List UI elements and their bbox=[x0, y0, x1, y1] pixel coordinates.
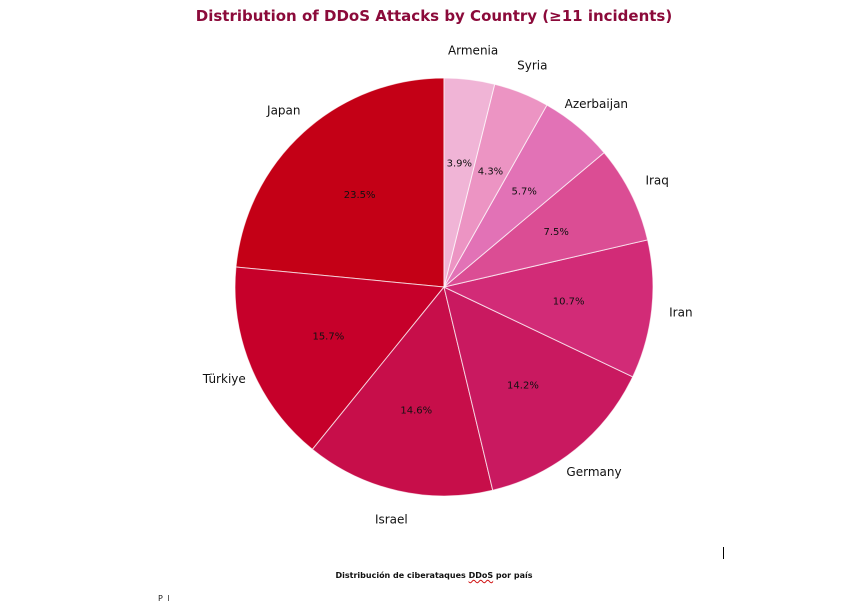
pct-label-japan: 23.5% bbox=[344, 190, 376, 201]
category-label-azerbaijan: Azerbaijan bbox=[565, 97, 628, 111]
figure-caption: Distribución de ciberataques DDoS por pa… bbox=[0, 571, 868, 580]
category-label-germany: Germany bbox=[566, 465, 621, 479]
pct-label-azerbaijan: 5.7% bbox=[511, 187, 536, 198]
pie-slice-japan bbox=[235, 77, 445, 288]
pct-label-iran: 10.7% bbox=[553, 297, 585, 308]
pie-slice-armenia bbox=[443, 77, 496, 288]
category-label-japan: Japan bbox=[266, 104, 300, 118]
caption-flagged-word: DDoS bbox=[468, 571, 494, 580]
pct-label-israel: 14.6% bbox=[400, 405, 432, 416]
pie-slice-germany bbox=[443, 286, 634, 491]
pie-slice-iran bbox=[442, 239, 654, 378]
pct-label-iraq: 7.5% bbox=[543, 227, 568, 238]
caption-text-after: por país bbox=[493, 571, 533, 580]
pie-slice-iraq bbox=[443, 151, 649, 288]
category-label-israel: Israel bbox=[375, 512, 408, 526]
category-label-syria: Syria bbox=[517, 59, 547, 73]
caption-text-before: Distribución de ciberataques bbox=[335, 571, 469, 580]
pct-label-germany: 14.2% bbox=[507, 380, 539, 391]
pie-slice-israel bbox=[311, 285, 494, 497]
text-cursor bbox=[723, 547, 724, 559]
pie-slice-türkiye bbox=[234, 266, 445, 451]
category-label-türkiye: Türkiye bbox=[202, 372, 246, 386]
category-label-iran: Iran bbox=[669, 306, 692, 320]
pct-label-syria: 4.3% bbox=[478, 167, 503, 178]
category-label-iraq: Iraq bbox=[645, 174, 668, 188]
pct-label-türkiye: 15.7% bbox=[312, 331, 344, 342]
category-label-armenia: Armenia bbox=[448, 44, 498, 58]
chart-title: Distribution of DDoS Attacks by Country … bbox=[195, 7, 673, 25]
pct-label-armenia: 3.9% bbox=[447, 159, 472, 170]
cropped-text-line: P l bbox=[158, 594, 171, 603]
